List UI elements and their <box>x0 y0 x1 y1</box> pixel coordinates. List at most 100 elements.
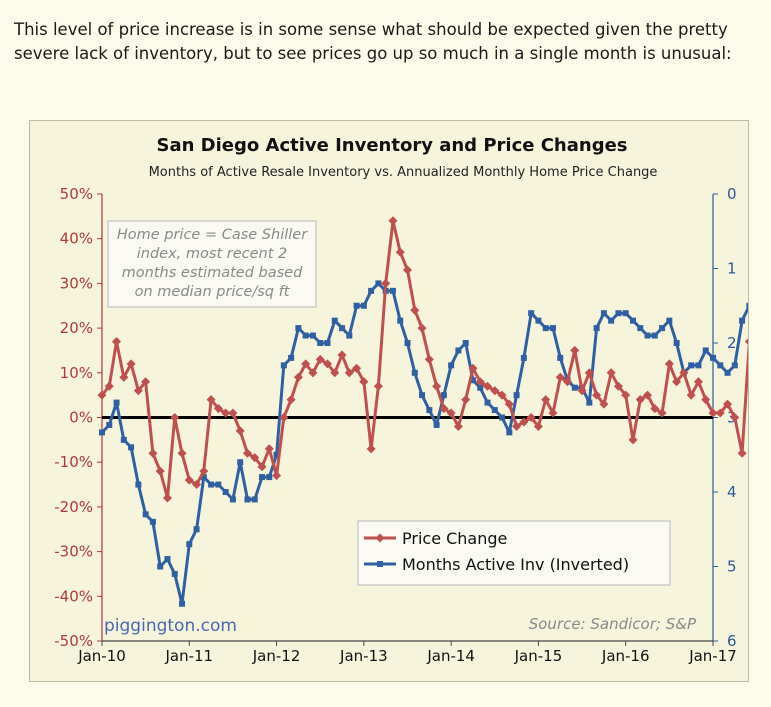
x-tick-label: Jan-17 <box>688 647 737 665</box>
inventory-point <box>666 317 673 324</box>
inventory-point <box>477 384 484 391</box>
inventory-point <box>353 302 360 309</box>
chart-title: San Diego Active Inventory and Price Cha… <box>156 135 627 156</box>
inventory-point <box>193 526 200 533</box>
inventory-point <box>455 347 462 354</box>
inventory-point <box>295 325 302 332</box>
inventory-point <box>375 280 382 287</box>
inventory-point <box>710 354 716 361</box>
inventory-point <box>200 474 207 481</box>
price-change-point <box>424 354 434 364</box>
inventory-point <box>491 407 498 414</box>
inventory-point <box>171 570 178 577</box>
inventory-point <box>659 325 666 332</box>
inventory-point <box>331 317 338 324</box>
price-change-point <box>497 390 507 400</box>
inventory-point <box>549 325 556 332</box>
inventory-point <box>208 481 215 488</box>
inventory-point <box>469 377 476 384</box>
inventory-point <box>324 340 331 346</box>
price-change-point <box>584 368 594 378</box>
inventory-point <box>368 287 375 294</box>
legend-label: Months Active Inv (Inverted) <box>402 555 629 574</box>
inventory-point <box>542 325 549 332</box>
inventory-point <box>273 451 280 458</box>
inventory-point <box>695 362 702 369</box>
inventory-point <box>106 421 113 428</box>
inventory-point <box>251 496 258 503</box>
inventory-point <box>120 436 127 443</box>
left-tick-label: 40% <box>60 230 93 248</box>
inventory-point <box>724 369 731 376</box>
price-change-point <box>170 413 180 423</box>
inventory-point <box>302 332 309 339</box>
inventory-point <box>484 399 491 406</box>
left-tick-label: 50% <box>60 185 93 203</box>
inventory-point <box>397 317 404 324</box>
inventory-point <box>673 340 680 346</box>
price-change-point <box>715 408 725 418</box>
annotation-line: Home price = Case Shiller <box>117 227 308 243</box>
inventory-point <box>135 481 142 488</box>
price-change-point <box>512 421 522 431</box>
right-tick-label: 6 <box>727 632 737 650</box>
annotation-line: on median price/sq ft <box>135 284 291 300</box>
inventory-point <box>157 563 164 570</box>
inventory-point <box>244 496 251 503</box>
price-change-point <box>737 448 747 458</box>
left-tick-label: -50% <box>54 632 93 650</box>
inventory-point <box>411 369 418 376</box>
chart-subtitle: Months of Active Resale Inventory vs. An… <box>149 165 658 180</box>
inventory-point <box>448 362 455 369</box>
chart-panel: San Diego Active Inventory and Price Cha… <box>29 120 749 682</box>
right-tick-label: 4 <box>727 483 737 501</box>
price-change-point <box>97 390 107 400</box>
left-tick-label: -40% <box>54 587 93 605</box>
inventory-point <box>433 421 440 428</box>
inventory-point <box>360 302 367 309</box>
price-change-point <box>701 395 711 405</box>
inventory-point <box>149 518 156 525</box>
price-change-point <box>672 377 682 387</box>
inventory-point <box>215 481 222 488</box>
inventory-point <box>593 325 600 332</box>
legend-swatch-marker <box>375 533 385 543</box>
price-change-point <box>708 408 718 418</box>
left-tick-label: 20% <box>60 319 93 337</box>
left-tick-label: -30% <box>54 543 93 561</box>
left-tick-label: -10% <box>54 453 93 471</box>
inventory-point <box>520 354 527 361</box>
brand-label: piggington.com <box>104 616 237 636</box>
price-change-point <box>548 408 558 418</box>
price-change-point <box>519 417 529 427</box>
right-tick-label: 2 <box>727 334 737 352</box>
x-tick-label: Jan-11 <box>164 647 213 665</box>
chart-background <box>30 121 748 681</box>
left-tick-label: -20% <box>54 498 93 516</box>
inventory-point <box>389 287 396 294</box>
right-tick-label: 0 <box>727 185 737 203</box>
inventory-point <box>113 399 120 406</box>
legend-box <box>357 520 671 586</box>
x-tick-label: Jan-10 <box>77 647 126 665</box>
inventory-point <box>513 392 520 399</box>
annotation-line: months estimated based <box>122 265 303 281</box>
right-tick-label: 1 <box>727 260 737 278</box>
inventory-point <box>280 362 287 369</box>
price-change-point <box>657 408 667 418</box>
inventory-point <box>651 332 658 339</box>
inventory-point <box>222 489 229 495</box>
legend-swatch-marker <box>377 561 383 567</box>
inventory-point <box>142 511 149 518</box>
right-tick-label: 5 <box>727 558 737 576</box>
price-change-point <box>402 265 413 275</box>
inventory-point <box>440 392 447 399</box>
inventory-point <box>600 310 607 317</box>
x-tick-label: Jan-16 <box>601 647 650 665</box>
inventory-point <box>717 362 724 369</box>
price-change-point <box>562 377 573 387</box>
x-tick-label: Jan-12 <box>252 647 301 665</box>
left-tick-label: 0% <box>69 409 93 427</box>
price-change-point <box>577 386 587 396</box>
legend-label: Price Change <box>402 529 507 548</box>
